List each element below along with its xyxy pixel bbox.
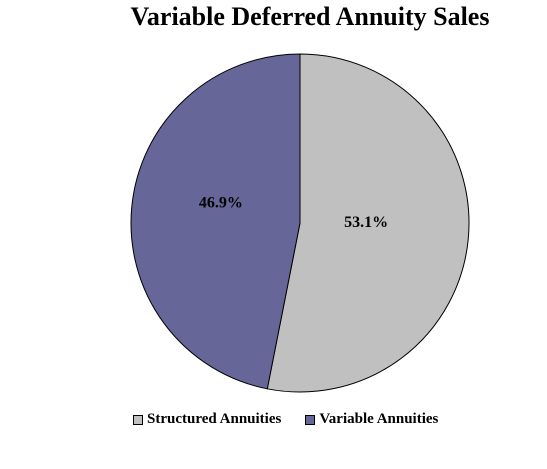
legend-swatch-variable-annuities (305, 414, 316, 425)
legend-item-variable-annuities: Variable Annuities (305, 411, 438, 428)
legend-swatch-structured-annuities (133, 414, 143, 425)
legend-label-variable-annuities: Variable Annuities (319, 411, 439, 427)
data-label-variable-annuities: 46.9% (199, 194, 243, 211)
legend: Structured Annuities Variable Annuities (133, 411, 438, 428)
legend-item-structured-annuities: Structured Annuities (133, 411, 281, 428)
legend-label-structured-annuities: Structured Annuities (147, 411, 282, 427)
chart-title: Variable Deferred Annuity Sales (130, 2, 490, 31)
pie-slice-structured-annuities (266, 53, 470, 393)
data-label-structured-annuities: 53.1% (344, 214, 388, 231)
pie-slice-variable-annuities (130, 53, 301, 390)
